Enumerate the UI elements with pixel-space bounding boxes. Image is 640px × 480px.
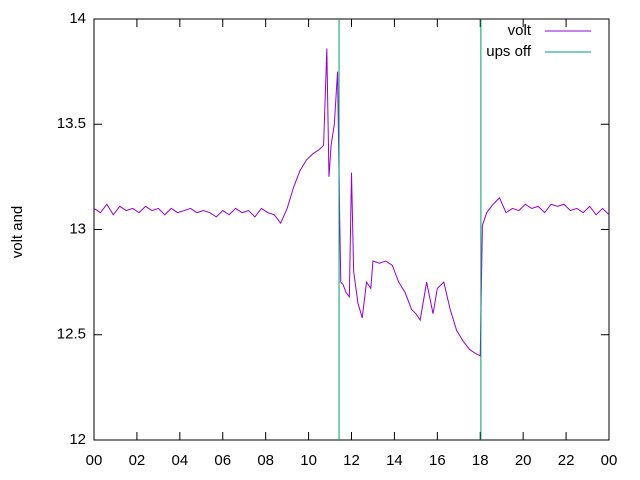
plot-frame: [93, 18, 610, 441]
x-tick-label: 14: [386, 452, 403, 469]
x-tick-label: 12: [343, 452, 360, 469]
x-tick-label: 02: [129, 452, 146, 469]
x-tick-label: 10: [300, 452, 317, 469]
series-line: [93, 48, 610, 357]
x-tick-label: 16: [429, 452, 446, 469]
x-tick-label: 06: [214, 452, 231, 469]
x-tick-label: 20: [515, 452, 532, 469]
x-tick-label: 18: [472, 452, 489, 469]
x-tick-label: 00: [601, 452, 618, 469]
y-tick-label: 13.5: [57, 115, 86, 132]
legend-label: volt: [508, 22, 532, 39]
y-tick-label: 13: [69, 220, 86, 237]
y-tick-label: 12: [69, 431, 86, 448]
x-tick-label: 08: [257, 452, 274, 469]
y-tick-label: 14: [69, 10, 86, 27]
legend-label: ups off: [486, 43, 532, 60]
y-axis-label: volt and: [9, 206, 26, 259]
x-tick-label: 00: [86, 452, 103, 469]
y-tick-label: 12.5: [57, 326, 86, 343]
x-tick-label: 22: [558, 452, 575, 469]
x-tick-label: 04: [171, 452, 188, 469]
